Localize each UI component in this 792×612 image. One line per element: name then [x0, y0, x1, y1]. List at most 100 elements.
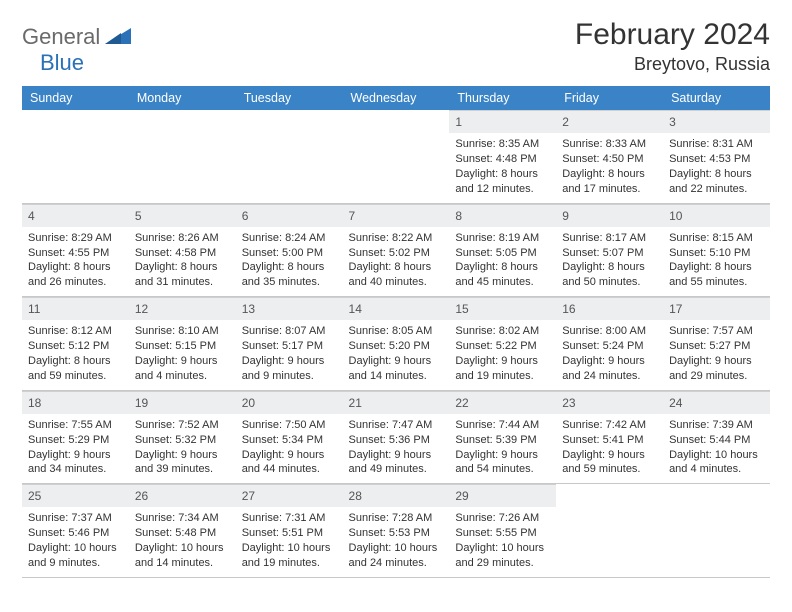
- daylight-line-1: Daylight: 10 hours: [349, 541, 444, 556]
- daylight-line-1: Daylight: 10 hours: [455, 541, 550, 556]
- sunrise-line: Sunrise: 8:12 AM: [28, 324, 123, 339]
- calendar-week-row: 25Sunrise: 7:37 AMSunset: 5:46 PMDayligh…: [22, 484, 770, 578]
- day-number: 27: [236, 484, 343, 507]
- daylight-line-2: and 44 minutes.: [242, 462, 337, 477]
- calendar-body: 1Sunrise: 8:35 AMSunset: 4:48 PMDaylight…: [22, 110, 770, 577]
- day-number: 10: [663, 204, 770, 227]
- calendar-cell: [343, 110, 450, 203]
- calendar-cell: 29Sunrise: 7:26 AMSunset: 5:55 PMDayligh…: [449, 484, 556, 578]
- calendar-cell: 27Sunrise: 7:31 AMSunset: 5:51 PMDayligh…: [236, 484, 343, 578]
- daylight-line-2: and 45 minutes.: [455, 275, 550, 290]
- sunrise-line: Sunrise: 7:44 AM: [455, 418, 550, 433]
- day-body: Sunrise: 8:10 AMSunset: 5:15 PMDaylight:…: [129, 320, 236, 389]
- day-body: Sunrise: 7:28 AMSunset: 5:53 PMDaylight:…: [343, 507, 450, 576]
- sunrise-line: Sunrise: 7:34 AM: [135, 511, 230, 526]
- sunset-line: Sunset: 5:36 PM: [349, 433, 444, 448]
- day-number: 15: [449, 297, 556, 320]
- sunset-line: Sunset: 5:39 PM: [455, 433, 550, 448]
- sunrise-line: Sunrise: 7:31 AM: [242, 511, 337, 526]
- calendar-cell: [663, 484, 770, 578]
- calendar-cell: [129, 110, 236, 203]
- sunset-line: Sunset: 4:50 PM: [562, 152, 657, 167]
- calendar-cell: 25Sunrise: 7:37 AMSunset: 5:46 PMDayligh…: [22, 484, 129, 578]
- sunset-line: Sunset: 5:20 PM: [349, 339, 444, 354]
- daylight-line-2: and 14 minutes.: [135, 556, 230, 571]
- daylight-line-1: Daylight: 8 hours: [349, 260, 444, 275]
- sunrise-line: Sunrise: 7:26 AM: [455, 511, 550, 526]
- sunset-line: Sunset: 5:34 PM: [242, 433, 337, 448]
- daylight-line-1: Daylight: 9 hours: [135, 354, 230, 369]
- day-body: Sunrise: 7:26 AMSunset: 5:55 PMDaylight:…: [449, 507, 556, 576]
- calendar-cell: 23Sunrise: 7:42 AMSunset: 5:41 PMDayligh…: [556, 390, 663, 484]
- sunrise-line: Sunrise: 8:31 AM: [669, 137, 764, 152]
- sunrise-line: Sunrise: 8:17 AM: [562, 231, 657, 246]
- calendar-cell: 14Sunrise: 8:05 AMSunset: 5:20 PMDayligh…: [343, 297, 450, 391]
- daylight-line-2: and 14 minutes.: [349, 369, 444, 384]
- logo-text-a: General: [22, 24, 100, 49]
- day-number: 21: [343, 391, 450, 414]
- day-number: 11: [22, 297, 129, 320]
- calendar-cell: 2Sunrise: 8:33 AMSunset: 4:50 PMDaylight…: [556, 110, 663, 203]
- sunrise-line: Sunrise: 8:29 AM: [28, 231, 123, 246]
- calendar-week-row: 18Sunrise: 7:55 AMSunset: 5:29 PMDayligh…: [22, 390, 770, 484]
- daylight-line-2: and 22 minutes.: [669, 182, 764, 197]
- day-number: 23: [556, 391, 663, 414]
- daylight-line-1: Daylight: 10 hours: [135, 541, 230, 556]
- day-body: Sunrise: 8:33 AMSunset: 4:50 PMDaylight:…: [556, 133, 663, 202]
- daylight-line-2: and 34 minutes.: [28, 462, 123, 477]
- daylight-line-2: and 26 minutes.: [28, 275, 123, 290]
- calendar-cell: 24Sunrise: 7:39 AMSunset: 5:44 PMDayligh…: [663, 390, 770, 484]
- sunset-line: Sunset: 5:27 PM: [669, 339, 764, 354]
- day-number: 16: [556, 297, 663, 320]
- daylight-line-2: and 9 minutes.: [28, 556, 123, 571]
- day-body: Sunrise: 8:26 AMSunset: 4:58 PMDaylight:…: [129, 227, 236, 296]
- day-number: 13: [236, 297, 343, 320]
- day-number: 28: [343, 484, 450, 507]
- sunset-line: Sunset: 5:55 PM: [455, 526, 550, 541]
- daylight-line-2: and 9 minutes.: [242, 369, 337, 384]
- day-number: 20: [236, 391, 343, 414]
- calendar-cell: 28Sunrise: 7:28 AMSunset: 5:53 PMDayligh…: [343, 484, 450, 578]
- sunset-line: Sunset: 5:02 PM: [349, 246, 444, 261]
- day-body: Sunrise: 8:12 AMSunset: 5:12 PMDaylight:…: [22, 320, 129, 389]
- daylight-line-2: and 4 minutes.: [135, 369, 230, 384]
- sunset-line: Sunset: 5:05 PM: [455, 246, 550, 261]
- sunset-line: Sunset: 5:15 PM: [135, 339, 230, 354]
- sunrise-line: Sunrise: 8:24 AM: [242, 231, 337, 246]
- day-number: 17: [663, 297, 770, 320]
- sunset-line: Sunset: 4:53 PM: [669, 152, 764, 167]
- sunrise-line: Sunrise: 8:05 AM: [349, 324, 444, 339]
- calendar-week-row: 4Sunrise: 8:29 AMSunset: 4:55 PMDaylight…: [22, 203, 770, 297]
- sunrise-line: Sunrise: 8:02 AM: [455, 324, 550, 339]
- daylight-line-2: and 24 minutes.: [562, 369, 657, 384]
- day-number: 18: [22, 391, 129, 414]
- day-number: 9: [556, 204, 663, 227]
- daylight-line-1: Daylight: 8 hours: [28, 260, 123, 275]
- day-body: Sunrise: 8:05 AMSunset: 5:20 PMDaylight:…: [343, 320, 450, 389]
- day-body: Sunrise: 8:35 AMSunset: 4:48 PMDaylight:…: [449, 133, 556, 202]
- weekday-header: Sunday: [22, 86, 129, 110]
- calendar-week-row: 1Sunrise: 8:35 AMSunset: 4:48 PMDaylight…: [22, 110, 770, 203]
- sunrise-line: Sunrise: 7:55 AM: [28, 418, 123, 433]
- daylight-line-1: Daylight: 9 hours: [349, 354, 444, 369]
- weekday-header: Friday: [556, 86, 663, 110]
- day-number: 22: [449, 391, 556, 414]
- sunset-line: Sunset: 5:00 PM: [242, 246, 337, 261]
- day-number: 29: [449, 484, 556, 507]
- weekday-header: Monday: [129, 86, 236, 110]
- sunrise-line: Sunrise: 7:37 AM: [28, 511, 123, 526]
- calendar-cell: 3Sunrise: 8:31 AMSunset: 4:53 PMDaylight…: [663, 110, 770, 203]
- day-body: Sunrise: 8:22 AMSunset: 5:02 PMDaylight:…: [343, 227, 450, 296]
- calendar-cell: 9Sunrise: 8:17 AMSunset: 5:07 PMDaylight…: [556, 203, 663, 297]
- day-number: 3: [663, 110, 770, 133]
- calendar-cell: 10Sunrise: 8:15 AMSunset: 5:10 PMDayligh…: [663, 203, 770, 297]
- daylight-line-2: and 12 minutes.: [455, 182, 550, 197]
- daylight-line-1: Daylight: 8 hours: [562, 260, 657, 275]
- logo-text-b: Blue: [40, 50, 84, 75]
- day-body: Sunrise: 7:34 AMSunset: 5:48 PMDaylight:…: [129, 507, 236, 576]
- day-body: Sunrise: 7:39 AMSunset: 5:44 PMDaylight:…: [663, 414, 770, 483]
- calendar-cell: 17Sunrise: 7:57 AMSunset: 5:27 PMDayligh…: [663, 297, 770, 391]
- location: Breytovo, Russia: [575, 54, 770, 75]
- daylight-line-1: Daylight: 8 hours: [455, 167, 550, 182]
- daylight-line-1: Daylight: 8 hours: [562, 167, 657, 182]
